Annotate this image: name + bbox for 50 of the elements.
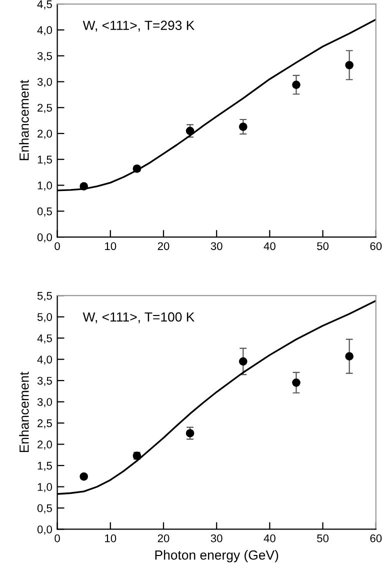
y-tick-label: 3,0: [37, 78, 52, 88]
y-tick-label: 1,0: [38, 182, 52, 191]
y-tick-label: 3,5: [37, 376, 52, 386]
annotation: W, <111>, T=100 K: [82, 312, 195, 324]
x-tick-label: 10: [105, 534, 116, 542]
x-tick-label: 60: [370, 534, 382, 542]
point: [292, 80, 300, 89]
point: [186, 429, 194, 438]
y-tick-label: 0,0: [37, 525, 52, 535]
x-tick-label: 50: [317, 242, 329, 250]
point: [292, 378, 300, 387]
x-tick-label: 60: [370, 242, 382, 250]
y-tick-label: 2,5: [38, 104, 52, 114]
y-tick-label: 3,5: [37, 52, 52, 62]
point: [238, 357, 248, 366]
y-tick-label: 2,0: [38, 130, 52, 139]
y-axis-title: Enhancement: [19, 372, 29, 452]
x-tick-label: 0: [54, 534, 60, 542]
annotation: W, <111>, T=293 K: [82, 20, 195, 32]
y-axis-title: Enhancement: [19, 80, 29, 160]
x-tick-label: 20: [158, 242, 170, 250]
point: [80, 182, 88, 190]
y-tick-label: 1,5: [38, 462, 52, 471]
x-tick-label: 0: [54, 242, 60, 250]
y-tick-label: 0,5: [37, 504, 52, 514]
y-tick-label: 4,5: [37, 334, 52, 344]
y-tick-label: 0,5: [37, 207, 52, 217]
x-tick-label: 30: [210, 242, 222, 250]
point: [238, 122, 248, 131]
point: [345, 352, 354, 361]
y-tick-label: 5,5: [37, 292, 52, 302]
y-tick-label: 5,0: [37, 313, 52, 322]
point: [345, 60, 354, 70]
x-tick-label: 30: [210, 534, 222, 542]
point: [186, 126, 194, 136]
x-tick-label: 20: [158, 534, 170, 542]
x-tick-label: 40: [264, 242, 276, 250]
y-tick-label: 4,0: [37, 26, 52, 36]
y-tick-label: 3,0: [37, 398, 52, 408]
x-axis-title: Photon energy (GeV): [155, 550, 278, 562]
y-tick-label: 1,0: [38, 483, 52, 492]
y-tick-label: 4,5: [37, 0, 52, 10]
x-tick-label: 40: [264, 534, 276, 542]
y-tick-label: 4,0: [37, 356, 52, 365]
y-tick-label: 2,5: [38, 419, 52, 428]
x-tick-label: 50: [317, 534, 329, 542]
x-tick-label: 10: [105, 242, 116, 250]
y-tick-label: 2,0: [38, 440, 52, 450]
y-tick-label: 1,5: [38, 156, 52, 165]
y-tick-label: 0,0: [37, 233, 52, 243]
